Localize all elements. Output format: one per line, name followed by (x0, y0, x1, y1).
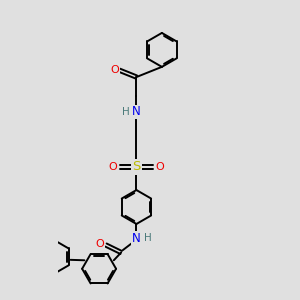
Text: H: H (122, 107, 130, 117)
Text: N: N (132, 232, 141, 245)
Text: O: O (155, 162, 164, 172)
Text: N: N (132, 106, 141, 118)
Text: O: O (110, 64, 119, 75)
Text: O: O (95, 239, 104, 249)
Text: O: O (109, 162, 117, 172)
Text: H: H (144, 233, 152, 243)
Text: S: S (132, 160, 141, 173)
